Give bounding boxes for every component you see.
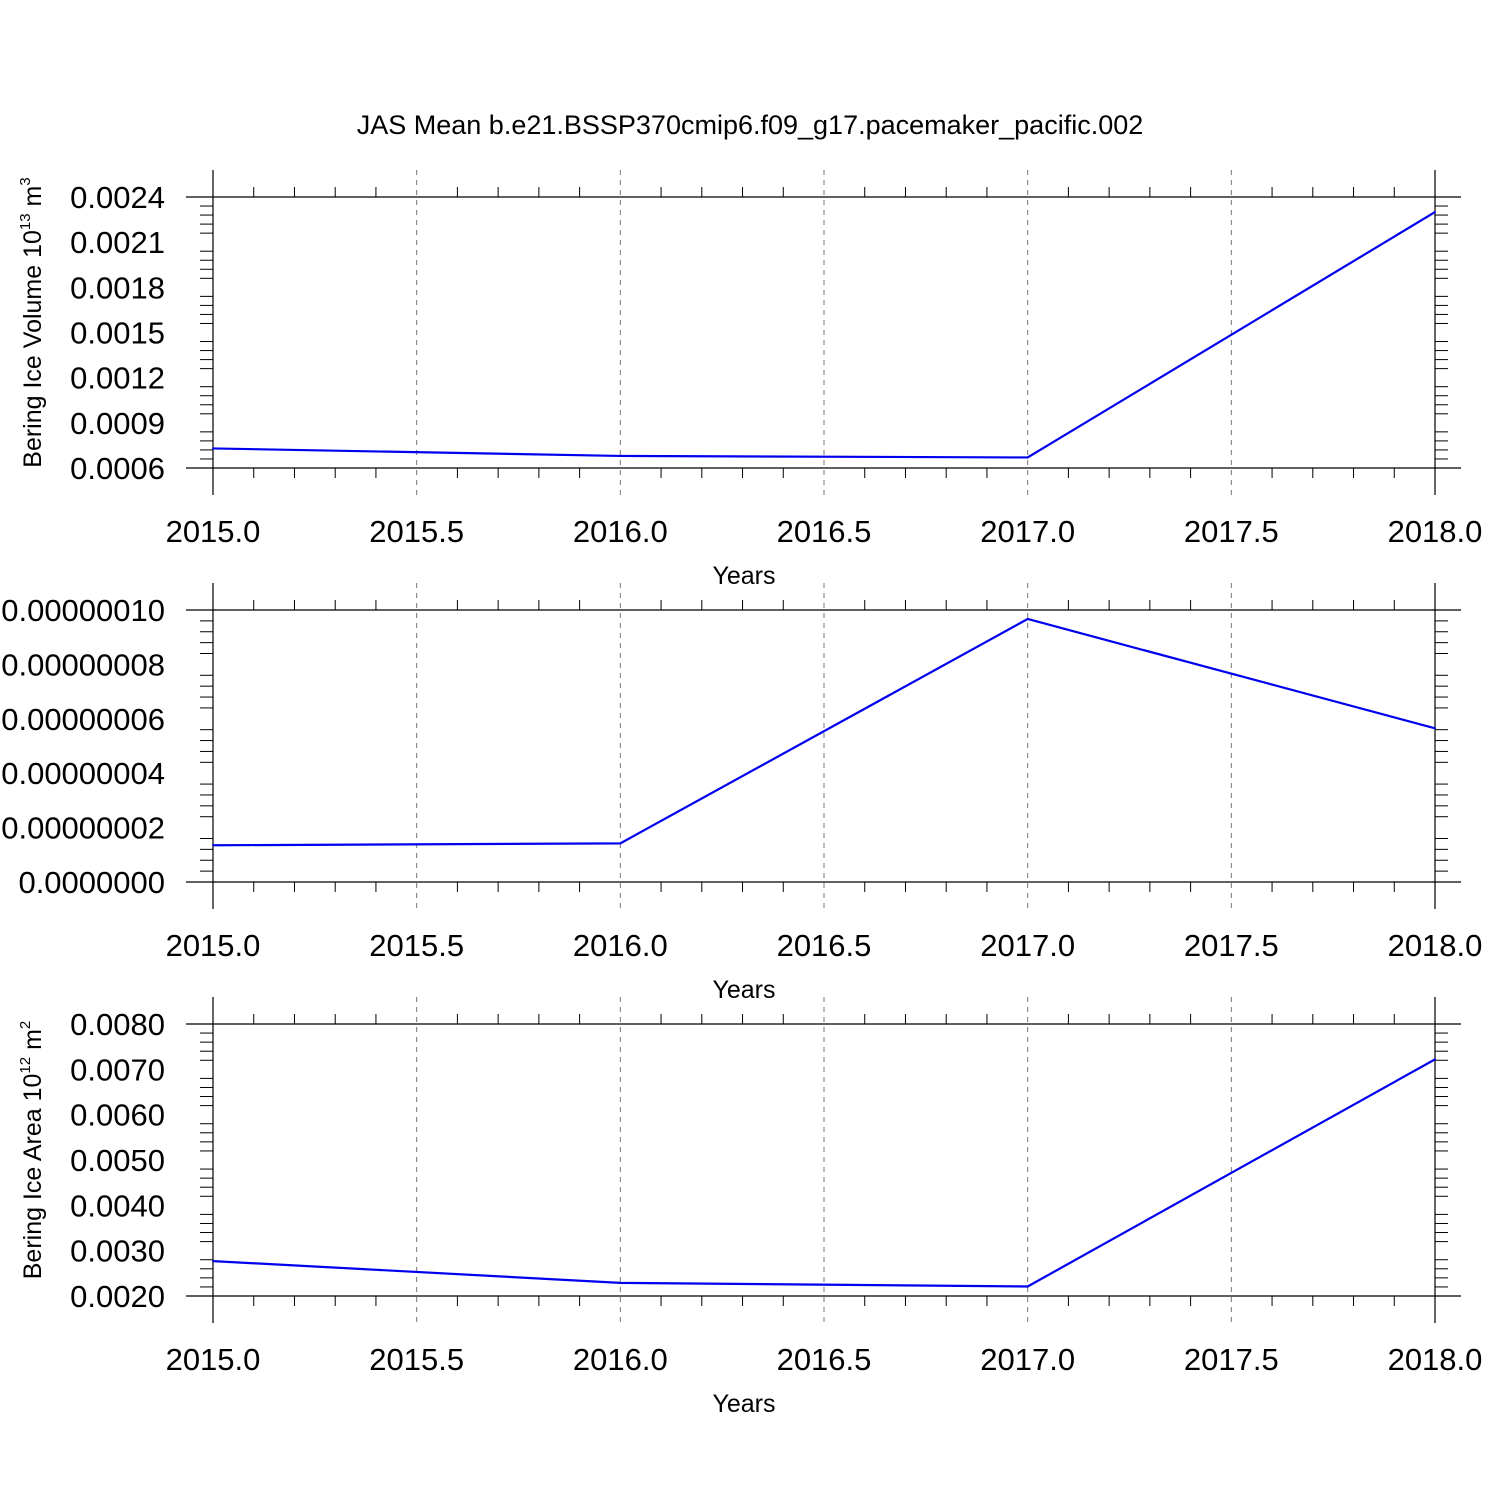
- x-tick-label: 2015.5: [369, 928, 464, 963]
- y-axis-label: Bering Ice Area 1012 m2: [17, 1021, 47, 1280]
- y-tick-label: 0.0070: [70, 1052, 165, 1087]
- data-point: [619, 454, 622, 457]
- series-line: [212, 1058, 1436, 1288]
- data-point: [212, 447, 214, 450]
- x-tick-label: 2016.0: [573, 514, 668, 549]
- y-tick-label: 0.0000000: [18, 865, 165, 900]
- x-tick-label: 2015.5: [369, 514, 464, 549]
- data-point: [1026, 456, 1029, 459]
- x-tick-label: 2015.5: [369, 1342, 464, 1377]
- x-tick-label: 2016.5: [777, 514, 872, 549]
- data-point: [1026, 617, 1029, 620]
- data-point: [1026, 1285, 1029, 1288]
- x-tick-label: 2017.0: [980, 1342, 1075, 1377]
- x-axis-label: Years: [712, 1390, 775, 1418]
- series-line: [212, 617, 1436, 847]
- y-tick-label: 0.0015: [70, 316, 165, 351]
- y-tick-label: 0.0024: [70, 180, 165, 215]
- data-point: [619, 1281, 622, 1284]
- x-tick-label: 2018.0: [1388, 928, 1483, 963]
- x-tick-label: 2018.0: [1388, 1342, 1483, 1377]
- y-tick-label: 0.00000006: [1, 702, 165, 737]
- y-tick-label: 0.00000008: [1, 647, 165, 682]
- x-tick-label: 2017.0: [980, 514, 1075, 549]
- x-tick-label: 2017.5: [1184, 1342, 1279, 1377]
- panel-3: 2015.0 2015.5 2016.0 2016.5 2017.0 2017.5 2018…: [17, 997, 1482, 1418]
- data-point: [1434, 727, 1436, 730]
- x-tick-label: 2016.5: [777, 1342, 872, 1377]
- y-tick-label: 0.0080: [70, 1007, 165, 1042]
- y-tick-label: 0.0030: [70, 1234, 165, 1269]
- y-tick-label: 0.00000010: [1, 593, 165, 628]
- x-tick-label: 2015.0: [166, 928, 261, 963]
- x-tick-label: 2016.0: [573, 1342, 668, 1377]
- data-point: [212, 1260, 214, 1263]
- y-tick-label: 0.0020: [70, 1279, 165, 1314]
- x-tick-label: 2015.0: [166, 514, 261, 549]
- y-tick-label: 0.0050: [70, 1143, 165, 1178]
- data-point: [1434, 1058, 1436, 1061]
- series-line: [212, 211, 1436, 459]
- x-axis-label: Years: [712, 976, 775, 1004]
- y-tick-label: 0.0012: [70, 361, 165, 396]
- y-tick-label: 0.0006: [70, 451, 165, 486]
- x-tick-label: 2015.0: [166, 1342, 261, 1377]
- x-tick-label: 2016.0: [573, 928, 668, 963]
- y-tick-label: 0.0040: [70, 1188, 165, 1223]
- y-axis-label: Bering Ice Volume 1013 m3: [17, 177, 47, 467]
- x-axis-label: Years: [712, 562, 775, 590]
- panels: 2015.0 2015.5 2016.0 2016.5 2017.0 2017.5 2018…: [1, 170, 1482, 1418]
- x-tick-label: 2017.5: [1184, 928, 1279, 963]
- y-tick-label: 0.0018: [70, 270, 165, 305]
- y-tick-label: 0.0009: [70, 406, 165, 441]
- x-tick-label: 2016.5: [777, 928, 872, 963]
- y-tick-label: 0.0060: [70, 1098, 165, 1133]
- panel-1: 2015.0 2015.5 2016.0 2016.5 2017.0 2017.5 2018…: [17, 170, 1482, 590]
- data-point: [212, 844, 214, 847]
- x-tick-label: 2018.0: [1388, 514, 1483, 549]
- y-tick-label: 0.00000002: [1, 811, 165, 846]
- x-tick-label: 2017.0: [980, 928, 1075, 963]
- panel-2: 2015.0 2015.5 2016.0 2016.5 2017.0 2017.5 2018…: [1, 583, 1482, 1004]
- x-tick-label: 2017.5: [1184, 514, 1279, 549]
- y-tick-label: 0.0021: [70, 225, 165, 260]
- chart-title: JAS Mean b.e21.BSSP370cmip6.f09_g17.pace…: [357, 110, 1144, 140]
- y-tick-label: 0.00000004: [1, 756, 165, 791]
- data-point: [619, 842, 622, 845]
- data-point: [1434, 211, 1436, 214]
